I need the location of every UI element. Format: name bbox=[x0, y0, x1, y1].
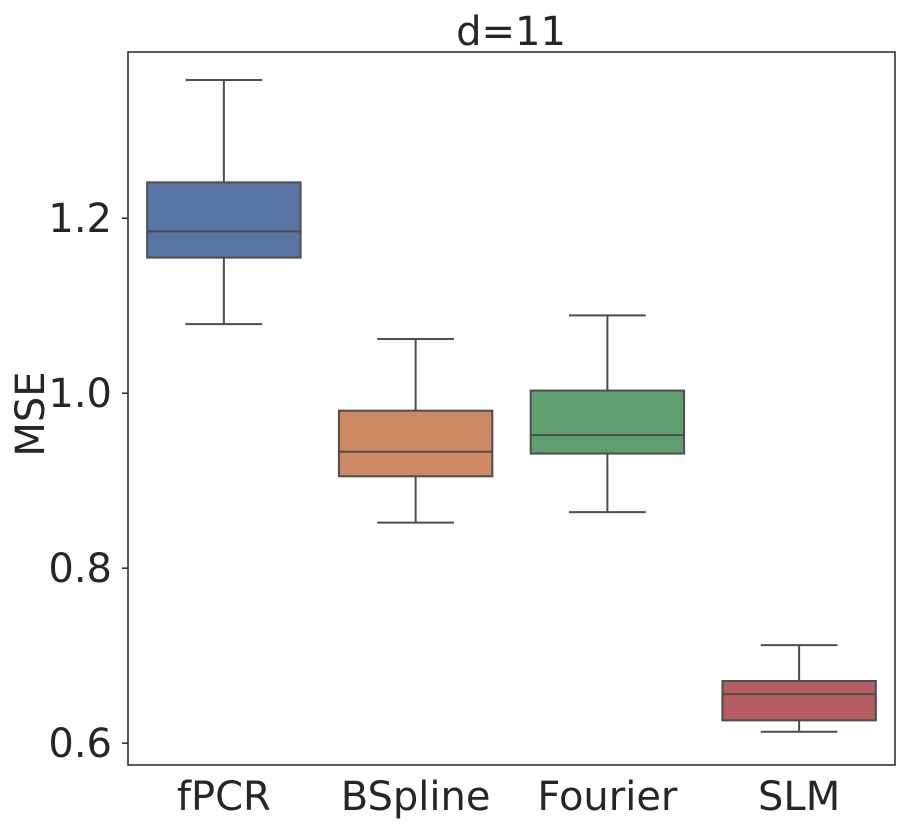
y-tick-label: 0.8 bbox=[48, 546, 112, 592]
y-axis-ticks: 0.6 0.8 1.0 1.2 bbox=[48, 196, 128, 767]
box-slm bbox=[721, 644, 877, 733]
box-bspline bbox=[337, 337, 494, 524]
y-tick-label: 1.2 bbox=[48, 196, 112, 242]
x-tick-label: fPCR bbox=[177, 774, 271, 820]
interquartile-box bbox=[337, 409, 494, 478]
box-series bbox=[146, 78, 877, 733]
x-axis-ticks: fPCR BSpline Fourier SLM bbox=[177, 774, 840, 820]
plot-area-frame bbox=[127, 51, 896, 766]
y-tick-label: 1.0 bbox=[48, 371, 112, 417]
box-fourier bbox=[529, 314, 686, 514]
interquartile-box bbox=[529, 389, 686, 455]
box-fpcr bbox=[146, 78, 302, 326]
interquartile-box bbox=[146, 181, 302, 259]
interquartile-box bbox=[721, 680, 877, 722]
x-tick-label: Fourier bbox=[537, 774, 678, 820]
chart-title: d=11 bbox=[456, 9, 566, 55]
x-tick-label: BSpline bbox=[341, 774, 491, 820]
y-tick-label: 0.6 bbox=[48, 721, 112, 767]
y-axis-label: MSE bbox=[8, 371, 54, 456]
x-tick-label: SLM bbox=[758, 774, 840, 820]
